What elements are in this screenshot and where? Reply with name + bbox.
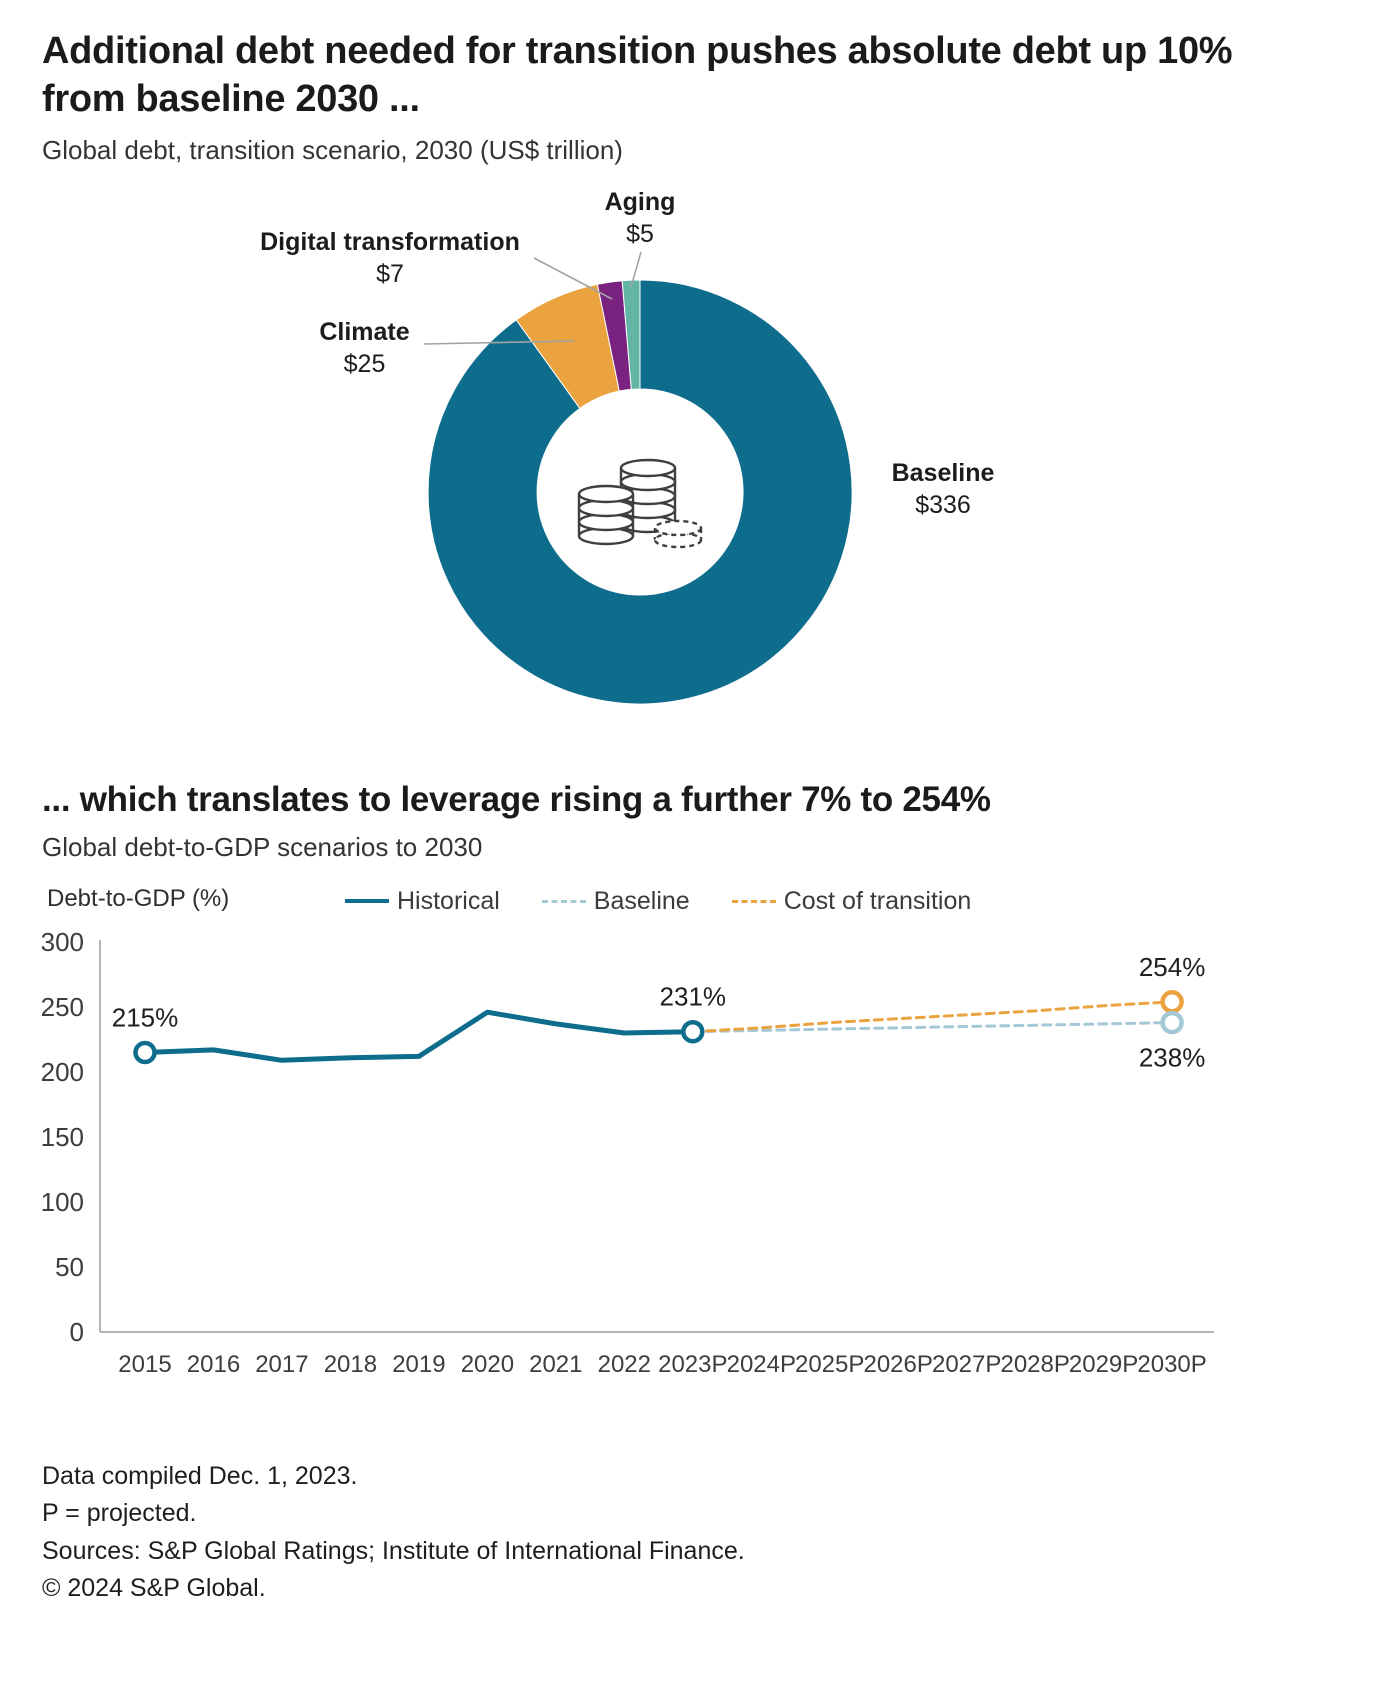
x-tick-label: 2028P — [1000, 1351, 1069, 1378]
footnote-copyright: © 2024 S&P Global. — [42, 1574, 266, 1603]
slice-label-baseline: Baseline $336 — [868, 457, 1018, 521]
data-point-marker — [681, 1019, 705, 1044]
line-chart-title: ... which translates to leverage rising … — [42, 780, 991, 819]
series-line-cost-of-transition — [691, 1000, 1174, 1033]
data-point-marker — [1160, 989, 1184, 1014]
series-line-historical — [142, 1009, 696, 1063]
leader-line — [423, 340, 575, 345]
y-tick-label: 100 — [41, 1187, 84, 1217]
value-annotation: 254% — [1139, 952, 1206, 982]
donut-chart-title: Additional debt needed for transition pu… — [42, 30, 1233, 120]
series-line-baseline — [691, 1020, 1174, 1033]
slice-name: Digital transformation — [260, 228, 520, 256]
leader-line — [533, 257, 613, 300]
value-annotation: 231% — [660, 981, 727, 1011]
donut-chart: Aging $5 Digital transformation $7 Clima… — [0, 172, 1375, 732]
slice-value: $25 — [343, 350, 386, 378]
x-tick-label: 2029P — [1069, 1351, 1138, 1378]
y-tick-label: 150 — [41, 1122, 84, 1152]
donut-chart-svg — [423, 251, 853, 705]
historical-line-swatch — [345, 899, 389, 904]
y-tick-label: 50 — [55, 1252, 84, 1282]
line-chart-svg: 0 50 100 150 200 250 300 2015 2016 2017 2018 2019 20… — [41, 927, 1214, 1378]
footnote-data-compiled: Data compiled Dec. 1, 2023. — [42, 1461, 358, 1490]
slice-label-climate: Climate $25 — [292, 316, 437, 380]
slice-value: $336 — [915, 491, 971, 519]
slice-name: Baseline — [891, 459, 995, 487]
x-tick-label: 2021 — [529, 1351, 582, 1378]
donut-slice-aging — [621, 279, 641, 390]
slice-label-digital-transformation: Digital transformation $7 — [230, 226, 550, 290]
slice-name: Climate — [319, 318, 410, 346]
line-chart-subtitle: Global debt-to-GDP scenarios to 2030 — [42, 831, 483, 862]
legend-item-cost-of-transition: Cost of transition — [731, 886, 972, 916]
y-tick-label: 200 — [41, 1057, 84, 1087]
x-tick-label: 2017 — [255, 1351, 308, 1378]
dashed-coin-stack-icon — [653, 519, 703, 549]
slice-label-aging: Aging $5 — [575, 186, 705, 250]
x-tick-label: 2027P — [932, 1351, 1001, 1378]
baseline-line-swatch — [541, 899, 586, 903]
y-tick-label: 300 — [41, 927, 84, 957]
legend-label: Historical — [397, 886, 500, 915]
legend-label: Cost of transition — [783, 886, 972, 915]
footnote-projected: P = projected. — [42, 1499, 197, 1528]
x-tick-label: 2025P — [795, 1351, 864, 1378]
slice-value: $7 — [376, 260, 404, 288]
cost-of-transition-line-swatch — [731, 899, 776, 903]
legend-label: Baseline — [593, 886, 690, 915]
line-chart: Debt-to-GDP (%) Historical Baseline Cost… — [0, 871, 1375, 1406]
x-tick-label: 2026P — [863, 1351, 932, 1378]
value-annotation: 215% — [112, 1002, 179, 1032]
legend-item-historical: Historical — [345, 887, 500, 916]
x-tick-label: 2024P — [727, 1351, 796, 1378]
x-tick-label: 2020 — [461, 1351, 514, 1378]
x-tick-label: 2016 — [187, 1351, 240, 1378]
y-axis-title: Debt-to-GDP (%) — [47, 884, 230, 912]
x-tick-label: 2030P — [1137, 1351, 1206, 1378]
x-tick-label: 2023P — [658, 1351, 727, 1378]
x-tick-label: 2022 — [598, 1351, 651, 1378]
x-tick-label: 2018 — [324, 1351, 377, 1378]
y-tick-label: 0 — [70, 1317, 84, 1347]
slice-value: $5 — [626, 220, 654, 248]
donut-slice-baseline — [427, 279, 853, 705]
x-tick-label: 2019 — [392, 1351, 445, 1378]
x-tick-label: 2015 — [118, 1351, 171, 1378]
chart-footnotes: Data compiled Dec. 1, 2023. P = projecte… — [42, 1458, 1333, 1608]
page: Additional debt needed for transition pu… — [0, 30, 1375, 1608]
legend-item-baseline: Baseline — [541, 886, 690, 916]
leader-line — [630, 251, 642, 288]
chart-legend: Historical Baseline Cost of transition — [345, 887, 971, 916]
data-point-marker — [1160, 1010, 1184, 1035]
value-annotation: 238% — [1139, 1042, 1206, 1072]
coins-icon — [577, 458, 703, 549]
y-tick-label: 250 — [41, 992, 84, 1022]
data-point-marker — [133, 1040, 157, 1064]
footnote-sources: Sources: S&P Global Ratings; Institute o… — [42, 1536, 745, 1565]
donut-chart-subtitle: Global debt, transition scenario, 2030 (… — [42, 135, 623, 165]
slice-name: Aging — [604, 188, 676, 216]
